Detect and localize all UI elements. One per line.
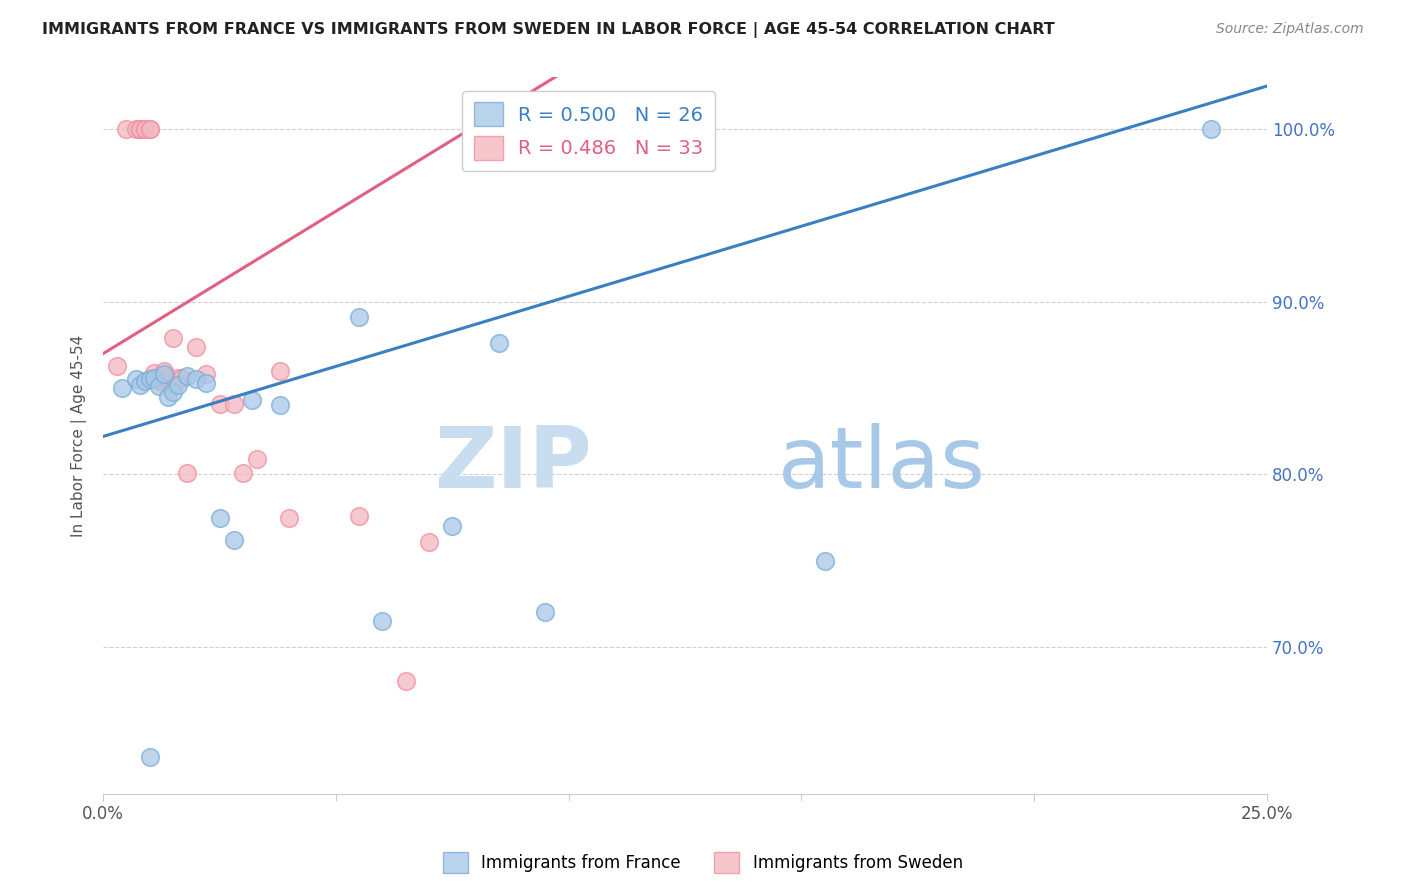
Point [134, 374, 156, 388]
Point [246, 451, 269, 466]
Point [186, 340, 208, 354]
Point [134, 122, 156, 136]
Y-axis label: In Labor Force | Age 45-54: In Labor Force | Age 45-54 [72, 334, 87, 537]
Point [418, 534, 440, 549]
Point [441, 519, 464, 533]
Point [534, 606, 557, 620]
Point [166, 370, 188, 384]
Point [278, 510, 301, 524]
Point [232, 466, 254, 480]
Legend: R = 0.500   N = 26, R = 0.486   N = 33: R = 0.500 N = 26, R = 0.486 N = 33 [463, 91, 716, 171]
Legend: Immigrants from France, Immigrants from Sweden: Immigrants from France, Immigrants from … [436, 846, 970, 880]
Point [148, 374, 170, 388]
Point [208, 396, 231, 410]
Point [395, 674, 418, 689]
Point [139, 122, 162, 136]
Point [157, 390, 180, 404]
Point [176, 369, 198, 384]
Point [134, 122, 156, 136]
Point [347, 310, 370, 325]
Point [269, 364, 291, 378]
Point [162, 379, 184, 393]
Point [125, 122, 148, 136]
Point [105, 359, 128, 373]
Point [240, 393, 263, 408]
Point [488, 336, 510, 351]
Point [162, 331, 184, 345]
Point [139, 372, 162, 386]
Point [129, 377, 152, 392]
Text: ZIP: ZIP [434, 423, 592, 506]
Point [269, 398, 291, 412]
Point [148, 372, 170, 386]
Text: Source: ZipAtlas.com: Source: ZipAtlas.com [1216, 22, 1364, 37]
Point [129, 122, 152, 136]
Text: IMMIGRANTS FROM FRANCE VS IMMIGRANTS FROM SWEDEN IN LABOR FORCE | AGE 45-54 CORR: IMMIGRANTS FROM FRANCE VS IMMIGRANTS FRO… [42, 22, 1054, 38]
Point [1199, 122, 1222, 136]
Point [143, 366, 166, 380]
Point [208, 510, 231, 524]
Point [129, 122, 152, 136]
Point [176, 466, 198, 480]
Point [139, 122, 162, 136]
Point [194, 368, 217, 382]
Point [194, 376, 217, 390]
Point [162, 384, 184, 399]
Point [143, 370, 166, 384]
Point [152, 364, 174, 378]
Point [222, 396, 245, 410]
Point [115, 122, 138, 136]
Text: atlas: atlas [778, 423, 986, 506]
Point [371, 614, 394, 628]
Point [152, 368, 174, 382]
Point [166, 377, 188, 392]
Point [222, 533, 245, 547]
Point [143, 370, 166, 384]
Point [111, 381, 134, 395]
Point [152, 369, 174, 384]
Point [148, 370, 170, 384]
Point [186, 372, 208, 386]
Point [139, 750, 162, 764]
Point [347, 508, 370, 523]
Point [157, 372, 180, 386]
Point [148, 379, 170, 393]
Point [125, 372, 148, 386]
Point [814, 554, 837, 568]
Point [172, 370, 194, 384]
